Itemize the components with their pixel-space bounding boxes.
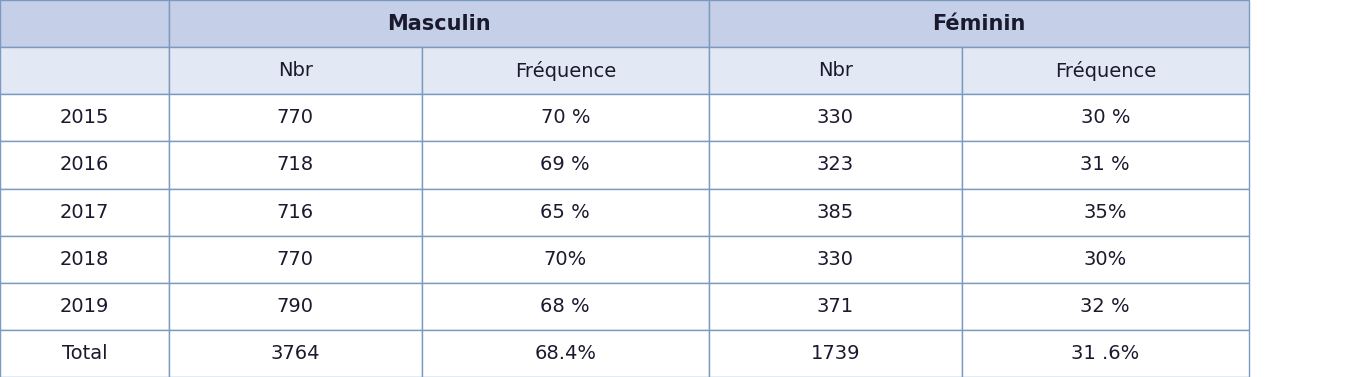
Bar: [169, 188, 421, 236]
Text: Nbr: Nbr: [278, 61, 313, 80]
Text: 30 %: 30 %: [1080, 108, 1130, 127]
Bar: [0, 47, 169, 94]
Text: 718: 718: [277, 155, 313, 175]
Text: 31 %: 31 %: [1080, 155, 1130, 175]
Text: 770: 770: [277, 250, 313, 269]
Text: 2017: 2017: [59, 202, 109, 222]
Text: 69 %: 69 %: [540, 155, 590, 175]
Text: 2019: 2019: [59, 297, 109, 316]
Bar: [0, 236, 169, 283]
Text: 30%: 30%: [1084, 250, 1127, 269]
Text: 371: 371: [817, 297, 853, 316]
Text: 330: 330: [817, 250, 853, 269]
Text: 68.4%: 68.4%: [535, 344, 597, 363]
Bar: [961, 236, 1249, 283]
Text: Fréquence: Fréquence: [1054, 61, 1156, 81]
Text: 330: 330: [817, 108, 853, 127]
Bar: [0, 283, 169, 330]
Bar: [709, 0, 1249, 47]
Bar: [169, 0, 709, 47]
Bar: [961, 141, 1249, 188]
Bar: [169, 236, 421, 283]
Bar: [709, 141, 961, 188]
Bar: [169, 47, 421, 94]
Text: 68 %: 68 %: [540, 297, 590, 316]
Text: 323: 323: [817, 155, 853, 175]
Text: 770: 770: [277, 108, 313, 127]
Bar: [961, 94, 1249, 141]
Bar: [0, 94, 169, 141]
Bar: [709, 283, 961, 330]
Text: 35%: 35%: [1084, 202, 1127, 222]
Bar: [961, 330, 1249, 377]
Bar: [709, 236, 961, 283]
Text: 2015: 2015: [59, 108, 109, 127]
Bar: [0, 330, 169, 377]
Bar: [421, 141, 709, 188]
Text: 31 .6%: 31 .6%: [1071, 344, 1139, 363]
Text: 790: 790: [277, 297, 313, 316]
Bar: [169, 141, 421, 188]
Bar: [169, 283, 421, 330]
Text: 385: 385: [817, 202, 855, 222]
Bar: [961, 47, 1249, 94]
Text: 1739: 1739: [810, 344, 860, 363]
Text: 70%: 70%: [544, 250, 587, 269]
Bar: [709, 94, 961, 141]
Text: Féminin: Féminin: [931, 14, 1026, 34]
Bar: [169, 94, 421, 141]
Bar: [961, 188, 1249, 236]
Text: 32 %: 32 %: [1080, 297, 1130, 316]
Bar: [961, 283, 1249, 330]
Text: 2018: 2018: [59, 250, 109, 269]
Bar: [0, 188, 169, 236]
Bar: [421, 236, 709, 283]
Bar: [0, 141, 169, 188]
Text: 65 %: 65 %: [540, 202, 590, 222]
Text: 3764: 3764: [270, 344, 320, 363]
Bar: [709, 188, 961, 236]
Text: 70 %: 70 %: [540, 108, 590, 127]
Text: Masculin: Masculin: [387, 14, 490, 34]
Text: Nbr: Nbr: [818, 61, 853, 80]
Bar: [169, 330, 421, 377]
Bar: [421, 283, 709, 330]
Bar: [709, 47, 961, 94]
Bar: [421, 94, 709, 141]
Text: Fréquence: Fréquence: [514, 61, 616, 81]
Bar: [421, 330, 709, 377]
Bar: [709, 330, 961, 377]
Text: Total: Total: [62, 344, 107, 363]
Text: 716: 716: [277, 202, 313, 222]
Bar: [421, 47, 709, 94]
Text: 2016: 2016: [59, 155, 109, 175]
Bar: [0, 0, 169, 47]
Bar: [421, 188, 709, 236]
